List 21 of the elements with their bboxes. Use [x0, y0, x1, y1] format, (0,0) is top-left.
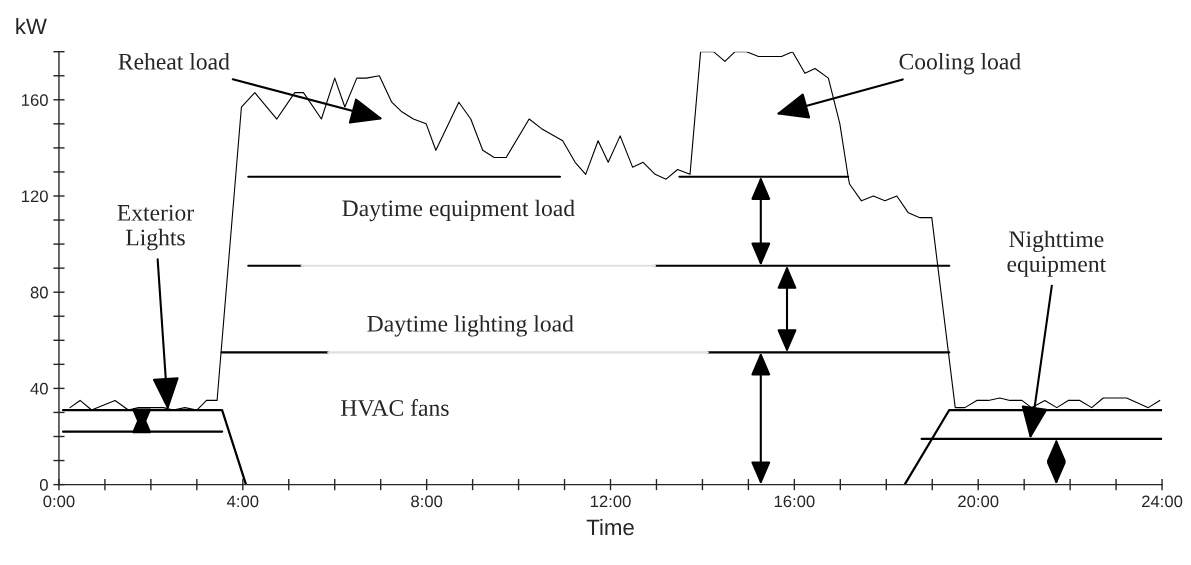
annotation: Exterior Lights [117, 204, 194, 251]
y-tick-label: 120 [22, 190, 48, 203]
y-tick-label: 160 [22, 94, 48, 106]
x-tick-label: 24:00 [1142, 495, 1183, 508]
annotation: HVAC fans [341, 399, 449, 417]
annotation: Cooling load [899, 52, 1021, 75]
x-tick-label: 0:00 [43, 495, 75, 508]
annotation: Daytime equipment load [342, 199, 575, 222]
x-tick-label: 12:00 [590, 495, 631, 508]
y-axis-title: kW [16, 18, 47, 35]
x-tick-label: 20:00 [958, 495, 999, 508]
x-axis-title: Time [586, 518, 634, 536]
x-tick-label: 8:00 [411, 495, 443, 508]
y-tick-label: 80 [30, 286, 48, 299]
x-tick-label: 4:00 [226, 495, 259, 508]
annotation: Nighttime equipment [1007, 230, 1107, 277]
y-tick-label: 0 [39, 479, 48, 491]
y-tick-label: 40 [30, 382, 48, 395]
annotation: Reheat load [118, 53, 230, 70]
x-tick-label: 16:00 [774, 495, 815, 508]
annotation: Daytime lighting load [367, 315, 574, 337]
